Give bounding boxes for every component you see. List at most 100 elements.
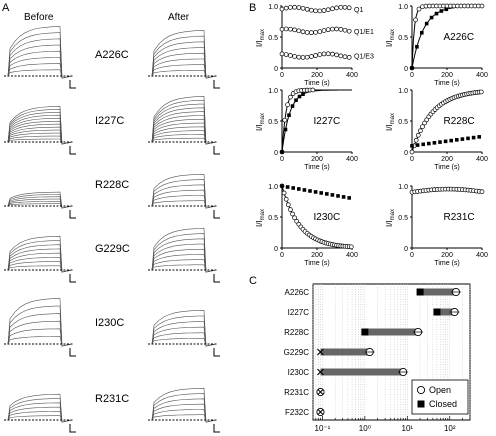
current-trace <box>151 315 217 347</box>
current-trace <box>151 393 217 423</box>
x-tick-label: 200 <box>311 72 323 79</box>
closed-state-point <box>287 113 291 118</box>
closed-state-point <box>415 44 419 49</box>
trace-group-after-5 <box>148 387 220 433</box>
open-state-point <box>348 244 354 250</box>
current-trace <box>151 179 217 209</box>
open-state-point <box>416 6 422 12</box>
open-state-point <box>321 8 327 13</box>
current-trace <box>151 47 217 79</box>
y-axis-label: I/Imax <box>255 113 266 131</box>
current-trace <box>151 96 217 145</box>
open-state-point <box>292 27 297 33</box>
mutant-label: R228C <box>95 179 129 191</box>
open-state-point <box>346 5 352 11</box>
x-axis-label: Time (s) <box>304 260 329 267</box>
open-state-point <box>317 29 323 34</box>
mutant-label: G229C <box>95 243 130 255</box>
x-axis-label: Time (s) <box>434 80 459 87</box>
current-trace <box>151 338 217 347</box>
current-trace <box>151 321 217 347</box>
open-state-point <box>325 27 331 33</box>
current-trace <box>151 259 217 273</box>
x-axis-label: Time (s) <box>434 260 459 267</box>
x-tick-label: 0 <box>280 72 284 79</box>
scale-bar <box>69 424 76 433</box>
open-state-point <box>288 94 293 100</box>
y-tick-label: 0.5 <box>398 119 408 126</box>
trace-group-before-2 <box>4 191 76 219</box>
current-trace <box>7 393 73 423</box>
before-label: Before <box>24 12 54 23</box>
mutant-label: A226C <box>95 49 129 61</box>
x-tick-label: 200 <box>311 156 323 163</box>
category-label: R231C <box>284 388 309 397</box>
open-state-point <box>415 132 421 138</box>
y-tick-label: 0 <box>404 66 408 73</box>
open-state-point <box>304 30 310 35</box>
current-trace <box>7 248 73 273</box>
closed-state-point <box>294 98 298 103</box>
closed-state-point <box>438 140 442 144</box>
closed-state-point <box>301 92 305 96</box>
current-trace <box>7 411 73 423</box>
closed-state-point <box>325 192 329 196</box>
current-trace <box>151 195 217 209</box>
trace-group-before-1 <box>4 105 76 155</box>
current-trace <box>151 409 217 423</box>
current-trace <box>151 173 217 209</box>
scale-bar <box>69 80 76 89</box>
open-state-point <box>413 17 418 23</box>
trace-group-after-3 <box>148 227 220 283</box>
current-trace <box>7 114 73 145</box>
open-state-point <box>330 26 335 32</box>
current-trace <box>7 111 73 145</box>
y-tick-label: 0 <box>404 246 408 253</box>
current-trace <box>7 57 73 79</box>
current-trace <box>7 198 73 209</box>
current-trace <box>7 32 73 79</box>
x-axis-label: Time (s) <box>434 164 459 171</box>
open-state-point <box>346 28 352 34</box>
category-label: G229C <box>284 348 310 357</box>
legend-closed-marker <box>417 400 425 408</box>
scale-bar <box>213 146 220 155</box>
current-trace <box>151 403 217 423</box>
y-axis-label-sub: max <box>260 113 266 124</box>
current-trace <box>151 189 217 209</box>
current-trace <box>7 203 73 209</box>
closed-state-point <box>283 127 288 132</box>
open-state-point <box>281 190 287 196</box>
open-state-point <box>304 6 310 12</box>
current-trace <box>7 63 73 79</box>
panel-b-plots: 1.0 0 0.5 200 0 400 Time (s) I/Imax Q1 Q1/E1 Q1/E3… <box>255 3 488 267</box>
closed-state-point <box>308 189 312 193</box>
current-trace <box>151 52 217 79</box>
current-trace <box>7 108 73 145</box>
plot-label: A226C <box>444 32 475 43</box>
y-axis-label-sub: max <box>390 29 396 40</box>
closed-state-point <box>427 141 431 146</box>
x-tick-label: 200 <box>441 252 453 259</box>
scale-bar <box>213 80 220 89</box>
series-label: Q1/E1 <box>354 29 374 36</box>
mutant-label: R231C <box>95 393 129 405</box>
open-state-point <box>309 30 314 36</box>
open-state-point <box>313 53 318 58</box>
series-label: Q1 <box>354 7 363 14</box>
open-state-point <box>334 26 339 32</box>
y-tick-label: 1.0 <box>268 88 278 95</box>
open-below-detection-marker <box>317 389 324 395</box>
current-trace <box>7 123 73 145</box>
current-trace <box>151 200 217 209</box>
open-state-point <box>338 53 344 59</box>
current-trace <box>7 129 73 145</box>
closed-state-point <box>432 141 437 145</box>
x-axis-label: Time (s) <box>304 80 329 87</box>
open-state-point <box>296 54 302 60</box>
current-trace <box>151 64 217 79</box>
current-trace <box>151 99 217 145</box>
open-state-point <box>346 54 352 60</box>
current-trace <box>151 326 217 347</box>
